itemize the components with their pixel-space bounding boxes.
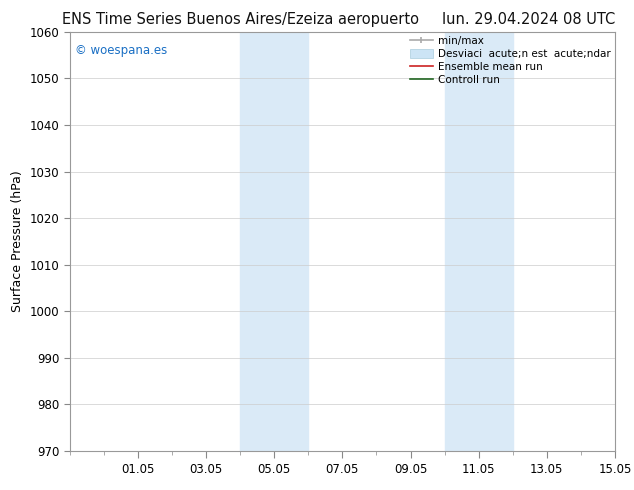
Text: © woespana.es: © woespana.es (75, 45, 167, 57)
Y-axis label: Surface Pressure (hPa): Surface Pressure (hPa) (11, 171, 24, 312)
Bar (444, 32, 513, 451)
Bar (240, 32, 308, 451)
Legend: min/max, Desviaci  acute;n est  acute;ndar, Ensemble mean run, Controll run: min/max, Desviaci acute;n est acute;ndar… (408, 34, 613, 87)
Text: ENS Time Series Buenos Aires/Ezeiza aeropuerto: ENS Time Series Buenos Aires/Ezeiza aero… (62, 12, 420, 27)
Text: lun. 29.04.2024 08 UTC: lun. 29.04.2024 08 UTC (442, 12, 615, 27)
